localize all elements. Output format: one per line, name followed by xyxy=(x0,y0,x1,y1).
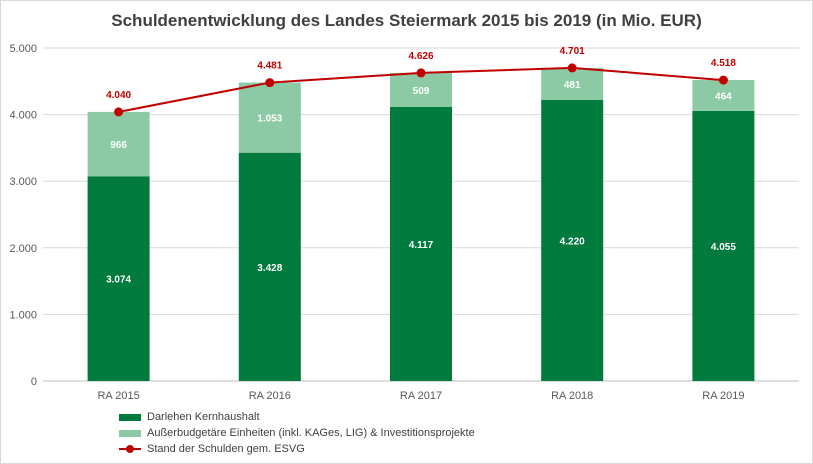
bar-data-label: 3.074 xyxy=(106,275,131,286)
legend-label: Stand der Schulden gem. ESVG xyxy=(147,443,305,455)
x-tick-label: RA 2015 xyxy=(97,390,139,402)
bar-data-label: 966 xyxy=(110,140,127,151)
line-data-label: 4.481 xyxy=(257,61,282,72)
bar-data-label: 509 xyxy=(413,86,430,97)
legend-item: Darlehen Kernhaushalt xyxy=(119,409,475,425)
line-point xyxy=(416,68,426,78)
bar-ausserbudgetaer xyxy=(238,82,301,153)
x-tick-label: RA 2017 xyxy=(400,390,442,402)
x-tick-label: RA 2016 xyxy=(249,390,291,402)
bar-kernhaushalt xyxy=(541,99,604,381)
bar-kernhaushalt xyxy=(692,110,755,381)
chart-legend: Darlehen Kernhaushalt Außerbudgetäre Einh… xyxy=(119,409,475,457)
bar-data-label: 4.117 xyxy=(409,240,434,251)
bar-data-label: 4.220 xyxy=(560,236,585,247)
bar-data-label: 464 xyxy=(715,91,732,102)
y-tick-label: 2.000 xyxy=(9,243,37,255)
line-point xyxy=(114,107,124,117)
bar-kernhaushalt xyxy=(87,176,150,381)
y-tick-label: 1.000 xyxy=(9,309,37,321)
line-data-label: 4.040 xyxy=(106,90,131,101)
legend-swatch xyxy=(119,429,141,437)
bar-ausserbudgetaer xyxy=(541,67,604,100)
bar-kernhaushalt xyxy=(390,106,452,381)
x-tick-label: RA 2018 xyxy=(551,390,593,402)
line-data-label: 4.626 xyxy=(408,51,433,62)
bar-kernhaushalt xyxy=(238,152,301,381)
y-tick-label: 0 xyxy=(31,376,37,388)
legend-swatch xyxy=(119,445,141,453)
line-data-label: 4.518 xyxy=(711,58,736,69)
line-point xyxy=(718,75,728,85)
y-tick-label: 3.000 xyxy=(9,176,37,188)
line-point xyxy=(265,78,275,88)
legend-label: Außerbudgetäre Einheiten (inkl. KAGes, L… xyxy=(147,427,475,439)
y-tick-label: 5.000 xyxy=(9,43,37,55)
bar-data-label: 4.055 xyxy=(711,242,736,253)
y-tick-label: 4.000 xyxy=(9,110,37,122)
bar-ausserbudgetaer xyxy=(390,72,452,107)
chart-title: Schuldenentwicklung des Landes Steiermar… xyxy=(111,11,702,30)
line-data-label: 4.701 xyxy=(560,46,585,57)
bar-ausserbudgetaer xyxy=(692,80,755,111)
legend-label: Darlehen Kernhaushalt xyxy=(147,411,260,423)
bar-ausserbudgetaer xyxy=(87,111,150,177)
line-point xyxy=(567,63,577,73)
legend-swatch xyxy=(119,413,141,421)
legend-item: Stand der Schulden gem. ESVG xyxy=(119,441,475,457)
bar-data-label: 3.428 xyxy=(257,263,282,274)
legend-item: Außerbudgetäre Einheiten (inkl. KAGes, L… xyxy=(119,425,475,441)
bar-data-label: 481 xyxy=(564,80,581,91)
x-tick-label: RA 2019 xyxy=(702,390,744,402)
bar-data-label: 1.053 xyxy=(257,114,282,125)
